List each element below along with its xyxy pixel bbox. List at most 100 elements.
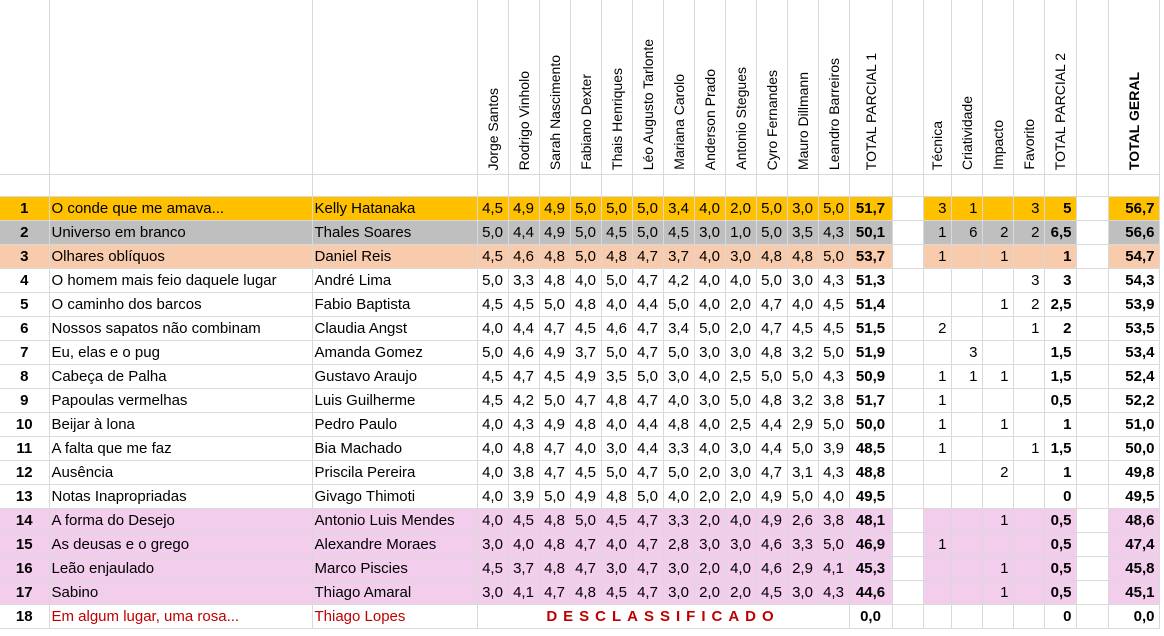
rank-cell[interactable]: 12 bbox=[0, 460, 50, 485]
gap-cell[interactable] bbox=[892, 556, 924, 581]
score-cell[interactable]: 3,4 bbox=[663, 196, 695, 221]
score-cell[interactable]: 4,1 bbox=[818, 556, 850, 581]
category-cell[interactable] bbox=[951, 556, 983, 581]
score-cell[interactable]: 2,0 bbox=[694, 556, 726, 581]
title-cell[interactable]: Ausência bbox=[49, 460, 313, 485]
judge-header[interactable]: Léo Augusto Tarlonte bbox=[632, 0, 664, 175]
title-cell[interactable]: O conde que me amava... bbox=[49, 196, 313, 221]
category-cell[interactable] bbox=[923, 484, 952, 509]
category-cell[interactable]: 1 bbox=[923, 364, 952, 389]
rank-cell[interactable]: 4 bbox=[0, 268, 50, 293]
score-cell[interactable]: 5,0 bbox=[601, 340, 633, 365]
score-cell[interactable]: 4,4 bbox=[756, 412, 788, 437]
partial2-cell[interactable]: 0,5 bbox=[1044, 580, 1077, 605]
score-cell[interactable]: 2,0 bbox=[694, 580, 726, 605]
total-cell[interactable]: 0,0 bbox=[1108, 604, 1160, 629]
gap-cell[interactable] bbox=[892, 196, 924, 221]
gap-cell[interactable] bbox=[892, 412, 924, 437]
partial2-cell[interactable]: 0,5 bbox=[1044, 532, 1077, 557]
score-cell[interactable]: 4,7 bbox=[632, 388, 664, 413]
score-cell[interactable]: 4,0 bbox=[694, 412, 726, 437]
empty-cell[interactable] bbox=[508, 174, 540, 197]
score-cell[interactable]: 3,0 bbox=[694, 532, 726, 557]
score-cell[interactable]: 4,7 bbox=[632, 508, 664, 533]
gap-cell[interactable] bbox=[1076, 388, 1109, 413]
title-cell[interactable]: Eu, elas e o pug bbox=[49, 340, 313, 365]
score-cell[interactable]: 2,5 bbox=[725, 364, 757, 389]
category-cell[interactable]: 3 bbox=[951, 340, 983, 365]
rank-cell[interactable]: 7 bbox=[0, 340, 50, 365]
empty-cell[interactable] bbox=[570, 174, 602, 197]
total-cell[interactable]: 53,5 bbox=[1108, 316, 1160, 341]
score-cell[interactable]: 5,0 bbox=[787, 436, 819, 461]
author-cell[interactable]: Alexandre Moraes bbox=[312, 532, 478, 557]
rank-cell[interactable]: 1 bbox=[0, 196, 50, 221]
category-cell[interactable]: 1 bbox=[982, 412, 1014, 437]
score-cell[interactable]: 4,8 bbox=[539, 532, 571, 557]
score-cell[interactable]: 4,3 bbox=[818, 268, 850, 293]
rank-cell[interactable]: 6 bbox=[0, 316, 50, 341]
title-cell[interactable]: Notas Inapropriadas bbox=[49, 484, 313, 509]
score-cell[interactable]: 3,0 bbox=[694, 220, 726, 245]
category-cell[interactable]: 1 bbox=[982, 556, 1014, 581]
category-cell[interactable] bbox=[951, 460, 983, 485]
title-cell[interactable]: Olhares oblíquos bbox=[49, 244, 313, 269]
category-cell[interactable] bbox=[923, 292, 952, 317]
empty-cell[interactable] bbox=[982, 174, 1014, 197]
total-cell[interactable]: 47,4 bbox=[1108, 532, 1160, 557]
score-cell[interactable]: 5,0 bbox=[663, 340, 695, 365]
category-cell[interactable] bbox=[1013, 244, 1045, 269]
score-cell[interactable]: 4,7 bbox=[632, 316, 664, 341]
score-cell[interactable]: 4,7 bbox=[570, 556, 602, 581]
category-cell[interactable]: 3 bbox=[1013, 268, 1045, 293]
partial2-cell[interactable]: 0 bbox=[1044, 604, 1077, 629]
score-cell[interactable]: 3,0 bbox=[601, 436, 633, 461]
partial2-cell[interactable]: 1,5 bbox=[1044, 340, 1077, 365]
score-cell[interactable]: 4,4 bbox=[508, 220, 540, 245]
score-cell[interactable]: 3,3 bbox=[663, 508, 695, 533]
category-cell[interactable]: 1 bbox=[1013, 436, 1045, 461]
header-title-cell[interactable] bbox=[49, 0, 313, 175]
score-cell[interactable]: 4,7 bbox=[539, 436, 571, 461]
score-cell[interactable]: 4,0 bbox=[477, 460, 509, 485]
disqualified-label[interactable]: DESCLASSIFICADO bbox=[477, 604, 850, 629]
category-cell[interactable]: 1 bbox=[982, 292, 1014, 317]
gap-cell[interactable] bbox=[1076, 532, 1109, 557]
score-cell[interactable]: 4,7 bbox=[632, 268, 664, 293]
score-cell[interactable]: 3,0 bbox=[694, 388, 726, 413]
judge-header[interactable]: Mariana Carolo bbox=[663, 0, 695, 175]
partial1-cell[interactable]: 51,4 bbox=[849, 292, 893, 317]
score-cell[interactable]: 4,8 bbox=[663, 412, 695, 437]
empty-cell[interactable] bbox=[923, 174, 952, 197]
score-cell[interactable]: 4,8 bbox=[539, 268, 571, 293]
category-cell[interactable] bbox=[1013, 364, 1045, 389]
author-cell[interactable]: Marco Piscies bbox=[312, 556, 478, 581]
rank-cell[interactable]: 17 bbox=[0, 580, 50, 605]
empty-cell[interactable] bbox=[477, 174, 509, 197]
score-cell[interactable]: 4,8 bbox=[570, 580, 602, 605]
score-cell[interactable]: 4,8 bbox=[539, 244, 571, 269]
score-cell[interactable]: 4,9 bbox=[539, 412, 571, 437]
rank-cell[interactable]: 5 bbox=[0, 292, 50, 317]
gap-cell[interactable] bbox=[1076, 340, 1109, 365]
score-cell[interactable]: 4,0 bbox=[601, 412, 633, 437]
score-cell[interactable]: 4,5 bbox=[601, 220, 633, 245]
score-cell[interactable]: 4,0 bbox=[725, 508, 757, 533]
score-cell[interactable]: 2,0 bbox=[725, 484, 757, 509]
score-cell[interactable]: 4,0 bbox=[694, 436, 726, 461]
category-cell[interactable] bbox=[982, 388, 1014, 413]
score-cell[interactable]: 4,7 bbox=[570, 388, 602, 413]
category-cell[interactable]: 2 bbox=[982, 460, 1014, 485]
gap-cell[interactable] bbox=[1076, 364, 1109, 389]
category-cell[interactable] bbox=[951, 388, 983, 413]
score-cell[interactable]: 5,0 bbox=[725, 388, 757, 413]
score-cell[interactable]: 5,0 bbox=[632, 364, 664, 389]
gap-cell[interactable] bbox=[1076, 196, 1109, 221]
gap-cell[interactable] bbox=[892, 220, 924, 245]
empty-cell[interactable] bbox=[632, 174, 664, 197]
score-cell[interactable]: 4,0 bbox=[694, 268, 726, 293]
score-cell[interactable]: 4,6 bbox=[756, 532, 788, 557]
title-cell[interactable]: Universo em branco bbox=[49, 220, 313, 245]
score-cell[interactable]: 3,0 bbox=[663, 364, 695, 389]
category-cell[interactable]: 1 bbox=[923, 244, 952, 269]
